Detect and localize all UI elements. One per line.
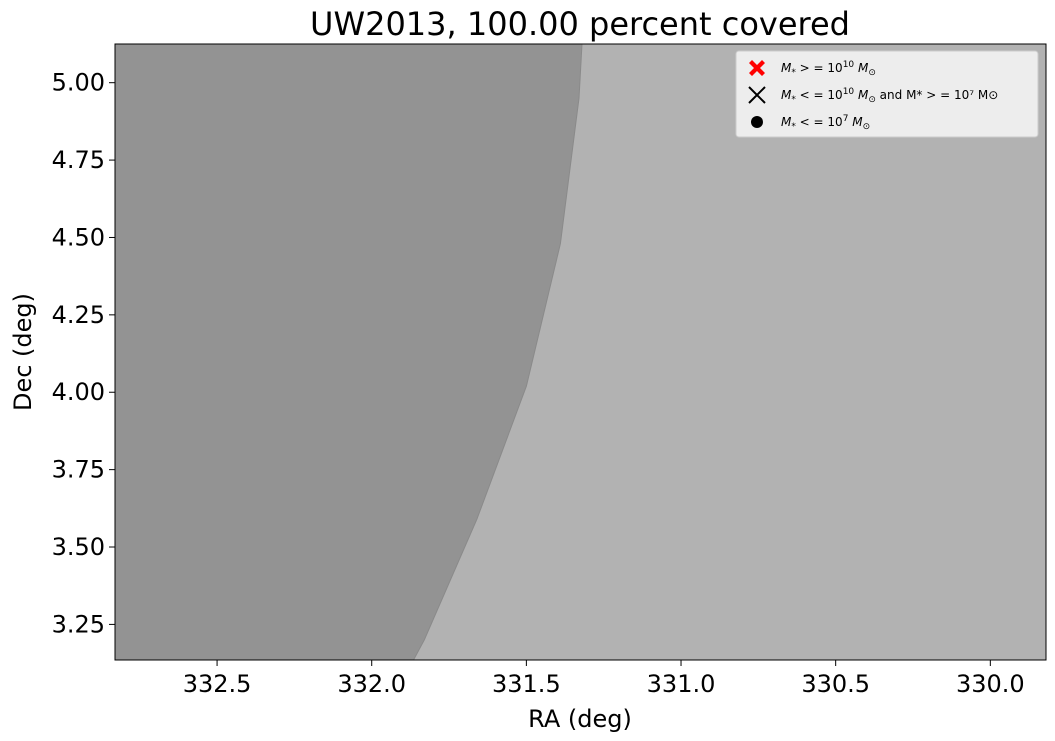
legend-marker-x [748,86,766,104]
legend-box [735,50,1039,138]
y-tick-label: 4.25 [52,301,105,329]
y-tick-label: 3.25 [52,610,105,638]
chart-title: UW2013, 100.00 percent covered [310,5,850,43]
legend-label: M* < = 1010 M⊙ and M* > = 10⁷ M⊙ [781,87,998,105]
y-tick-label: 4.75 [52,146,105,174]
x-tick-label: 332.5 [183,670,252,698]
y-tick-label: 3.50 [52,533,105,561]
plot-area [114,43,1047,661]
legend-entry: M* < = 107 M⊙ [751,114,870,132]
legend-entry: M* < = 1010 M⊙ and M* > = 10⁷ M⊙ [748,86,998,105]
y-tick-label: 5.00 [52,69,105,97]
x-tick-label: 332.0 [337,670,406,698]
legend-label: M* > = 1010 M⊙ [781,60,876,78]
legend-entry: M* > = 1010 M⊙ [749,60,876,78]
legend-marker-filled-x [749,60,765,76]
y-tick-label: 3.75 [52,456,105,484]
y-axis-label: Dec (deg) [9,293,37,411]
legend-label: M* < = 107 M⊙ [781,114,870,132]
plot-frame [114,43,1047,661]
y-tick-label: 4.50 [52,223,105,251]
y-axis-ticks: 3.25 3.50 3.75 4.00 4.25 4.50 4.75 5.00 [52,69,115,638]
x-tick-label: 330.0 [956,670,1025,698]
x-tick-label: 330.5 [801,670,870,698]
x-axis-label: RA (deg) [528,705,632,733]
legend-entries: M* > = 1010 M⊙ M* < = 1010 M⊙ and M* > = … [748,60,998,132]
legend-marker-circle [751,116,763,128]
x-tick-label: 331.5 [492,670,561,698]
y-tick-label: 4.00 [52,378,105,406]
legend: M* > = 1010 M⊙ M* < = 1010 M⊙ and M* > = … [735,50,1039,138]
x-axis-ticks: 332.5 332.0 331.5 331.0 330.5 330.0 [183,660,1025,698]
x-tick-label: 331.0 [647,670,716,698]
